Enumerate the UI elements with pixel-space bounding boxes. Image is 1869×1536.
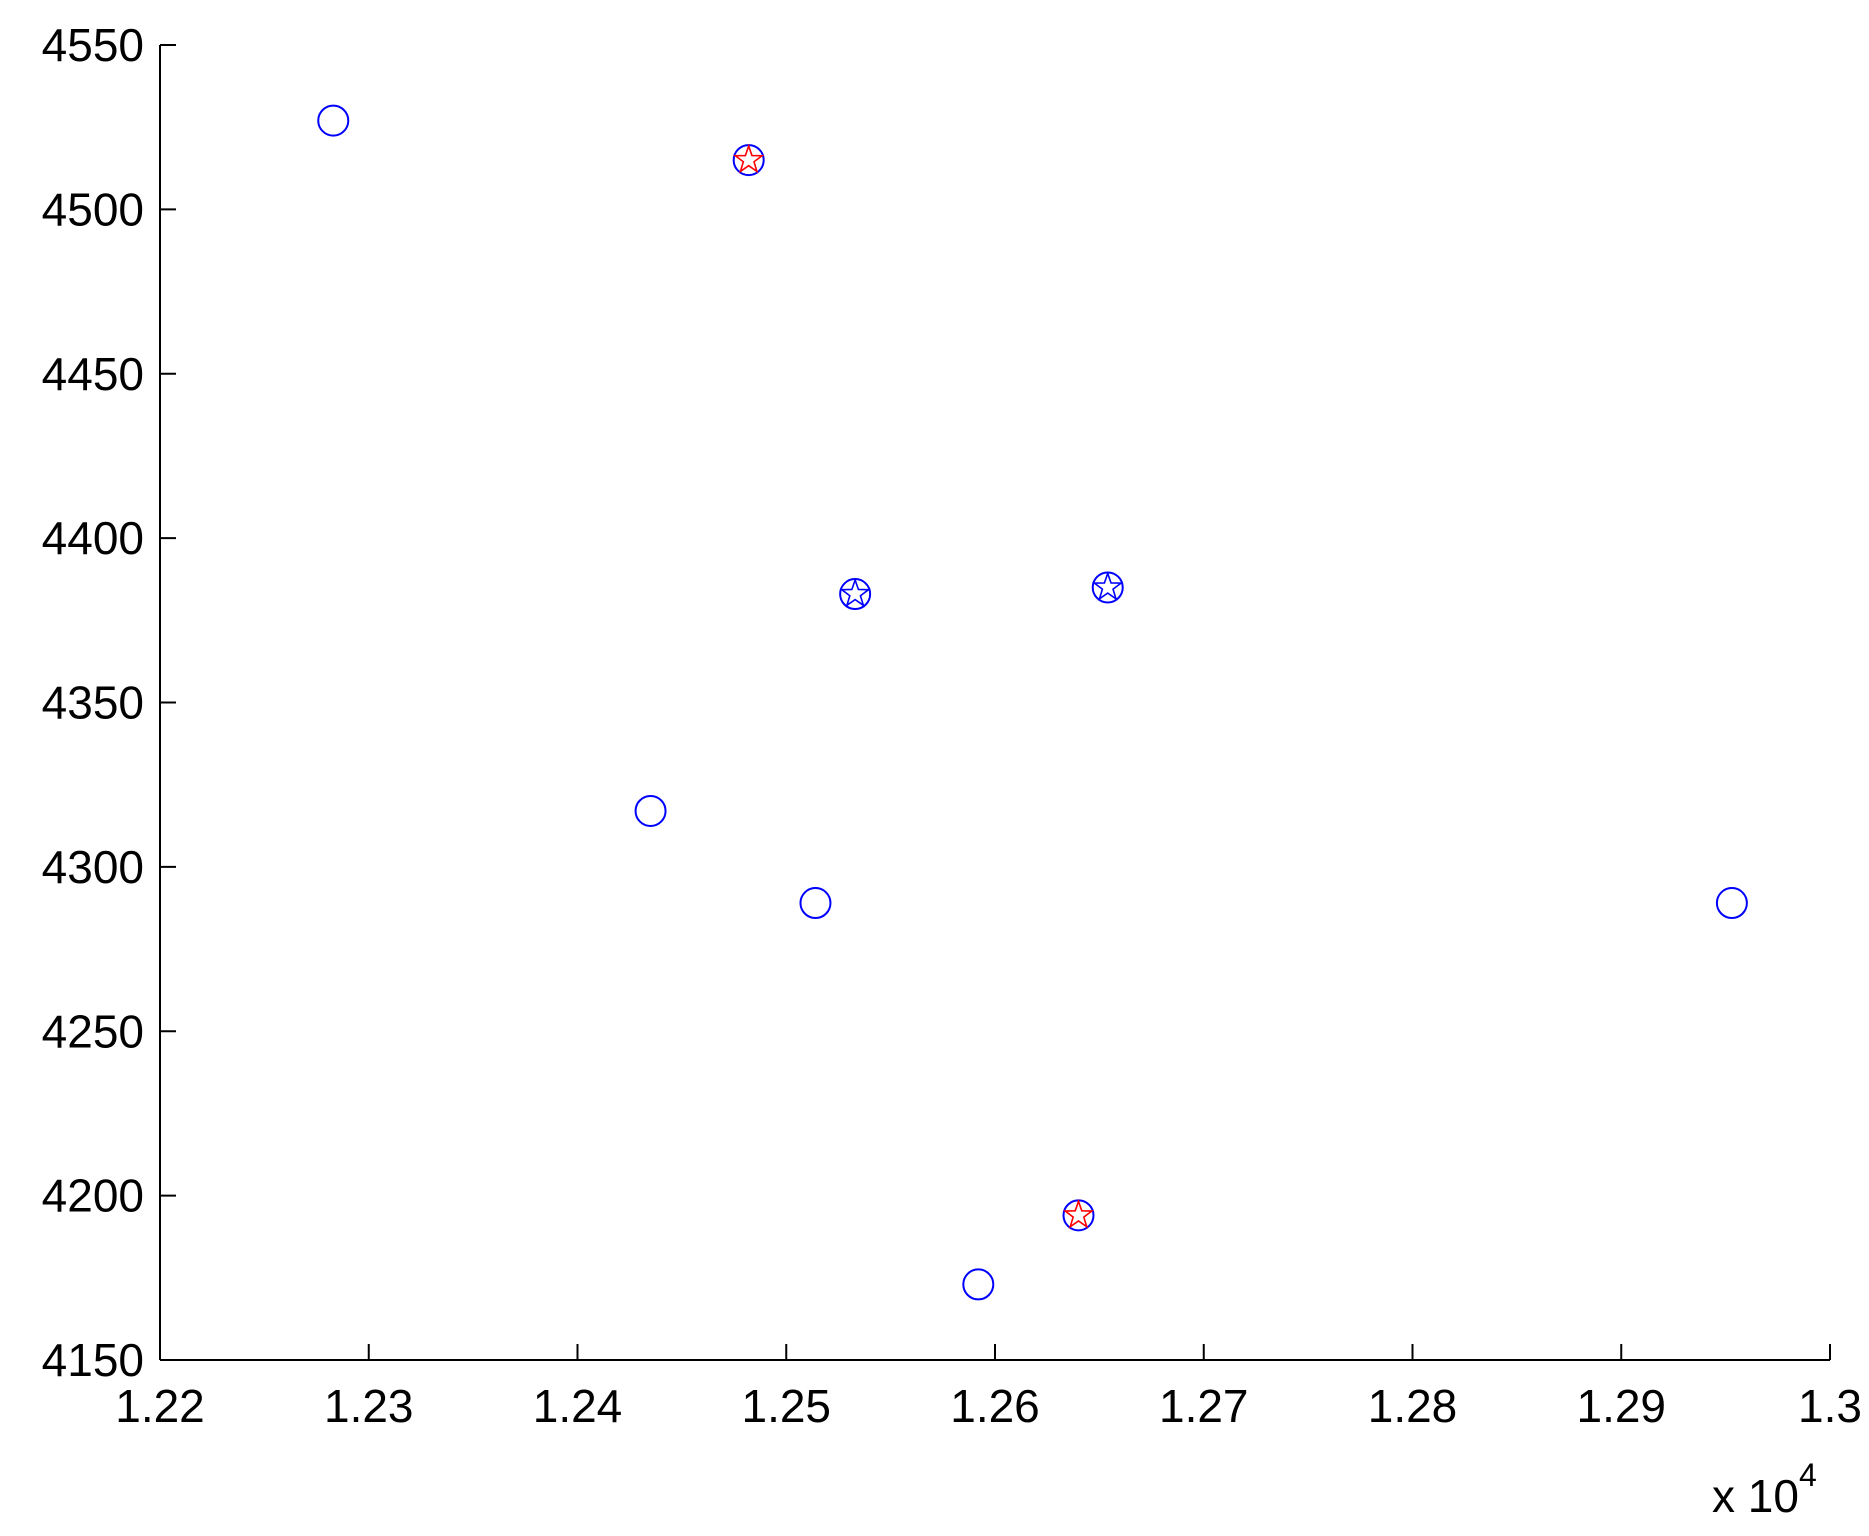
- x-tick-labels: 1.22 1.23 1.24 1.25 1.26 1.27 1.28 1.29 1.3: [115, 1380, 1862, 1432]
- circle-marker: [839, 578, 872, 611]
- y-tick-label: 4200: [42, 1170, 144, 1222]
- x-tick-label: 1.3: [1798, 1380, 1862, 1432]
- x-tick-label: 1.29: [1576, 1380, 1666, 1432]
- circle-marker: [799, 887, 832, 920]
- x-tick-label: 1.27: [1159, 1380, 1249, 1432]
- x-exponent-power: 4: [1799, 1457, 1817, 1493]
- y-tick-labels: 4150 4200 4250 4300 4350 4400 4450 4500 4550: [42, 19, 144, 1386]
- star-marker: [733, 143, 765, 174]
- y-tick-label: 4450: [42, 348, 144, 400]
- circle-marker: [1715, 887, 1748, 920]
- circle-marker: [317, 104, 350, 137]
- circle-marker: [634, 794, 667, 827]
- circle-marker: [1062, 1199, 1095, 1232]
- y-tick-label: 4250: [42, 1005, 144, 1057]
- x-axis-exponent-label: x 104: [1712, 1457, 1817, 1522]
- x-exponent-prefix: x 10: [1712, 1470, 1799, 1522]
- x-tick-label: 1.26: [950, 1380, 1040, 1432]
- x-tick-label: 1.23: [324, 1380, 414, 1432]
- y-tick-label: 4350: [42, 677, 144, 729]
- star-marker: [839, 577, 871, 608]
- y-tick-label: 4300: [42, 841, 144, 893]
- y-tick-label: 4400: [42, 512, 144, 564]
- y-tick-label: 4150: [42, 1334, 144, 1386]
- y-tick-label: 4500: [42, 183, 144, 235]
- tick-marks: [159, 44, 1831, 1361]
- circle-marker: [962, 1268, 995, 1301]
- star-marker: [1062, 1198, 1095, 1229]
- x-tick-label: 1.25: [741, 1380, 831, 1432]
- data-points: [317, 104, 1748, 1301]
- x-tick-label: 1.24: [533, 1380, 623, 1432]
- axes: [159, 45, 1830, 1361]
- x-tick-label: 1.22: [115, 1380, 205, 1432]
- x-tick-label: 1.28: [1368, 1380, 1458, 1432]
- y-tick-label: 4550: [42, 19, 144, 71]
- circle-marker: [732, 144, 765, 177]
- star-marker: [1092, 571, 1124, 601]
- circle-marker: [1091, 571, 1124, 604]
